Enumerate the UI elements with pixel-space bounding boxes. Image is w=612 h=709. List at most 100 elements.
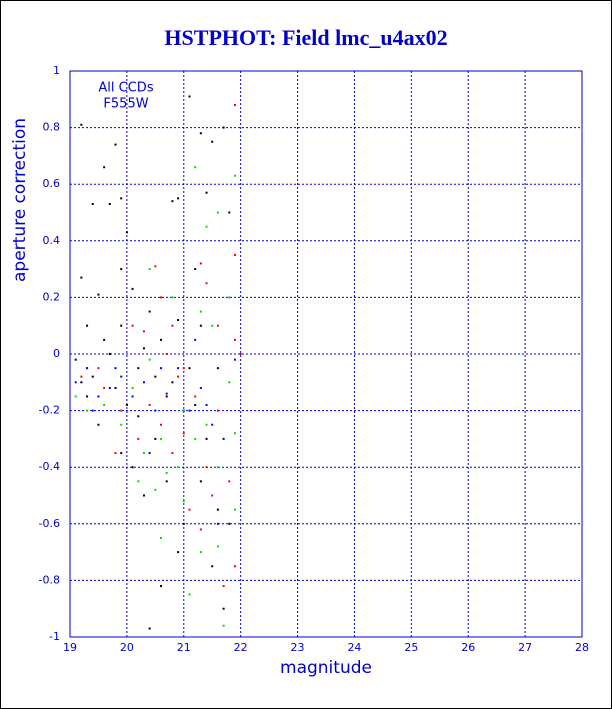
point (205, 403, 208, 406)
point (120, 324, 123, 327)
point (86, 409, 89, 412)
point (182, 409, 185, 412)
annotation: All CCDs (98, 81, 153, 96)
point (160, 585, 163, 588)
point (228, 480, 231, 483)
point (97, 395, 100, 398)
point (228, 381, 231, 384)
point (103, 166, 106, 169)
point (165, 395, 168, 398)
x-tick-label: 24 (347, 641, 361, 654)
point (137, 480, 140, 483)
point (148, 310, 151, 313)
point (222, 624, 225, 627)
point (177, 197, 180, 200)
point (211, 494, 214, 497)
point (108, 353, 111, 355)
point (131, 386, 134, 389)
point (160, 536, 163, 539)
point (194, 403, 197, 406)
point (137, 367, 140, 370)
point (216, 324, 219, 327)
point (205, 437, 208, 440)
point (165, 471, 168, 474)
x-tick-label: 22 (234, 641, 248, 654)
point (148, 268, 151, 271)
point (194, 268, 197, 271)
y-tick-label: 0.6 (43, 177, 61, 190)
point (120, 452, 123, 455)
point (103, 403, 106, 406)
point (199, 132, 202, 135)
point (86, 324, 89, 327)
point (154, 409, 157, 412)
point (205, 225, 208, 228)
point (171, 381, 174, 384)
point (222, 607, 225, 610)
point (137, 415, 140, 418)
point (177, 466, 180, 469)
point (199, 551, 202, 554)
point (103, 338, 106, 341)
point (74, 358, 77, 361)
point (137, 437, 140, 440)
point (171, 324, 174, 327)
point (108, 386, 111, 389)
point (148, 452, 151, 455)
y-tick-label: -0.4 (39, 460, 60, 473)
point (233, 253, 236, 256)
point (120, 375, 123, 378)
point (211, 324, 214, 327)
y-axis-label: aperture correction (10, 118, 30, 282)
point (120, 423, 123, 426)
point (233, 174, 236, 177)
point (216, 367, 219, 370)
point (131, 466, 134, 469)
point (211, 140, 214, 143)
point (74, 395, 77, 398)
point (103, 386, 106, 389)
point (108, 203, 111, 206)
point (154, 437, 157, 440)
point (142, 330, 145, 333)
point (114, 386, 117, 389)
point (216, 211, 219, 214)
x-tick-label: 26 (461, 641, 475, 654)
point (188, 593, 191, 596)
y-tick-label: 1 (53, 64, 60, 77)
point (131, 287, 134, 290)
point (205, 191, 208, 194)
point (211, 423, 214, 426)
point (86, 395, 89, 398)
point (222, 126, 225, 129)
point (165, 353, 168, 355)
point (182, 522, 185, 525)
point (199, 386, 202, 389)
point (74, 381, 77, 384)
point (199, 310, 202, 313)
point (177, 551, 180, 554)
point (205, 423, 208, 426)
point (177, 367, 180, 370)
x-tick-label: 19 (63, 641, 77, 654)
point (120, 268, 123, 271)
point (199, 528, 202, 531)
point (125, 231, 128, 234)
point (91, 409, 94, 412)
point (91, 203, 94, 206)
point (188, 95, 191, 98)
point (142, 347, 145, 350)
point (199, 480, 202, 483)
point (160, 296, 163, 299)
point (177, 375, 180, 378)
point (80, 276, 83, 279)
point (194, 338, 197, 341)
point (194, 437, 197, 440)
point (233, 508, 236, 511)
point (228, 296, 231, 299)
y-tick-label: -0.6 (39, 517, 60, 530)
point (160, 437, 163, 440)
y-tick-label: -0.8 (39, 573, 60, 586)
point (165, 480, 168, 483)
